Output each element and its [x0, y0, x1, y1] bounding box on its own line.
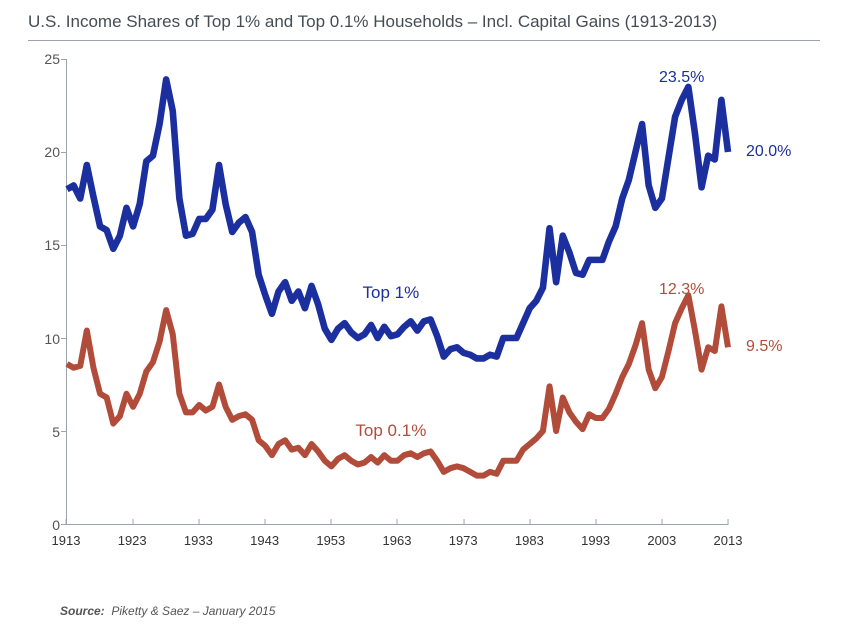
y-tick-label: 5	[52, 424, 60, 440]
x-tick-label: 1913	[52, 525, 81, 548]
x-axis-ticks: 1913192319331943195319631973198319932003…	[66, 525, 728, 569]
x-tick-label: 1963	[383, 525, 412, 548]
x-tick-label: 2013	[714, 525, 743, 548]
x-tick-label: 1993	[581, 525, 610, 548]
x-tick-label: 1983	[515, 525, 544, 548]
x-tick-label: 1933	[184, 525, 213, 548]
y-tick-label: 15	[44, 237, 60, 253]
chart-annotation: 9.5%	[746, 338, 782, 356]
y-tick-label: 25	[44, 51, 60, 67]
source-line: Source: Piketty & Saez – January 2015	[60, 604, 275, 618]
x-tick-label: 1923	[118, 525, 147, 548]
x-tick-label: 2003	[647, 525, 676, 548]
chart: 0510152025 Top 1%23.5%20.0%Top 0.1%12.3%…	[28, 49, 820, 569]
y-tickmark	[61, 338, 67, 339]
y-tickmark	[61, 245, 67, 246]
x-tick-label: 1953	[316, 525, 345, 548]
y-tickmark	[61, 59, 67, 60]
page: U.S. Income Shares of Top 1% and Top 0.1…	[0, 0, 848, 636]
y-tickmark	[61, 152, 67, 153]
chart-annotation: 20.0%	[746, 143, 791, 161]
plot-area: Top 1%23.5%20.0%Top 0.1%12.3%9.5%	[66, 59, 728, 525]
y-tick-label: 10	[44, 331, 60, 347]
y-axis-ticks: 0510152025	[28, 49, 64, 525]
y-tick-label: 20	[44, 144, 60, 160]
source-label: Source:	[60, 604, 105, 618]
series-line	[67, 295, 728, 475]
y-tickmark	[61, 431, 67, 432]
plot-svg	[67, 59, 728, 524]
x-tick-label: 1943	[250, 525, 279, 548]
x-tick-label: 1973	[449, 525, 478, 548]
chart-title: U.S. Income Shares of Top 1% and Top 0.1…	[28, 12, 820, 41]
